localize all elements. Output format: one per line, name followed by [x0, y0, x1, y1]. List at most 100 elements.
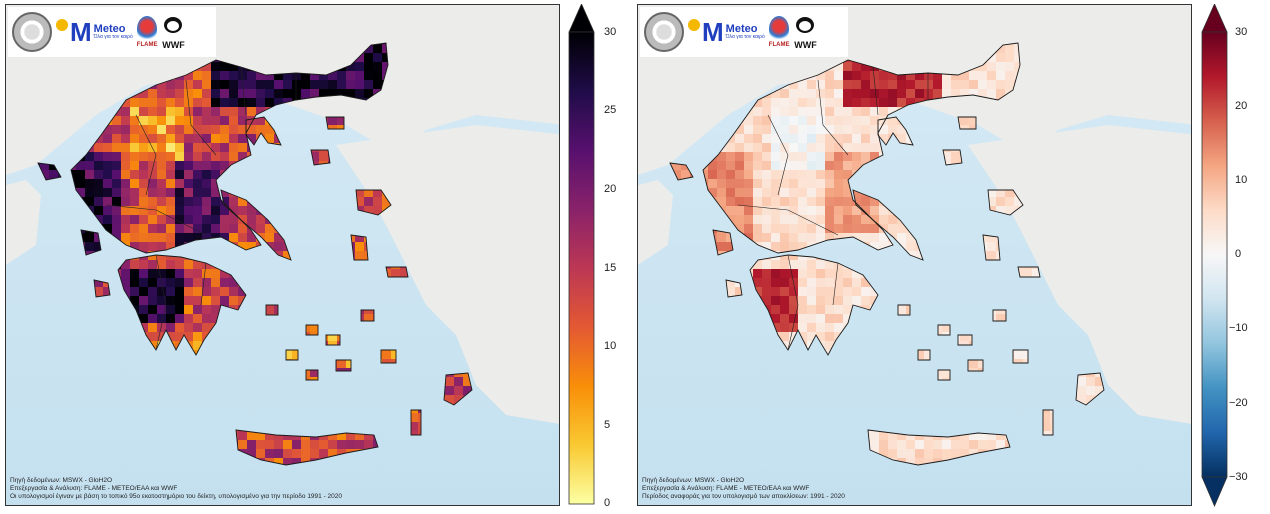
- grid-cell: [94, 197, 104, 207]
- grid-cell: [771, 215, 781, 225]
- grid-cell: [717, 161, 727, 171]
- grid-cell: [987, 71, 997, 81]
- grid-cell: [184, 116, 194, 126]
- grid-cell: [825, 278, 835, 288]
- grid-cell: [789, 170, 799, 180]
- grid-cell: [879, 107, 889, 117]
- grid-cell: [735, 188, 745, 198]
- grid-cell: [771, 152, 781, 162]
- wwf-label: WWF: [162, 41, 185, 50]
- flame-icon: [137, 16, 157, 42]
- grid-cell: [202, 224, 212, 234]
- grid-cell: [843, 215, 853, 225]
- grid-cell: [834, 107, 844, 117]
- grid-cell: [355, 80, 365, 90]
- grid-cell: [789, 125, 799, 135]
- grid-cell: [906, 242, 916, 252]
- grid-cell: [1086, 377, 1096, 387]
- grid-cell: [888, 98, 898, 108]
- grid-cell: [825, 206, 835, 216]
- grid-cell: [193, 332, 203, 342]
- grid-cell: [807, 152, 817, 162]
- grid-cell: [771, 170, 781, 180]
- grid-cell: [771, 242, 781, 252]
- grid-cell: [175, 98, 185, 108]
- grid-cell: [202, 116, 212, 126]
- grid-cell: [121, 116, 131, 126]
- grid-cell: [283, 440, 293, 450]
- grid-cell: [121, 152, 131, 162]
- grid-cell: [211, 152, 221, 162]
- grid-cell: [996, 62, 1006, 72]
- source-text: Πηγή δεδομένων: MSWX - GloH2O Επεξεργασί…: [10, 477, 342, 501]
- grid-cell: [112, 179, 122, 189]
- grid-cell: [744, 215, 754, 225]
- grid-cell: [825, 107, 835, 117]
- grid-cell: [193, 188, 203, 198]
- grid-cell: [229, 134, 239, 144]
- meteo-sub: Όλα για τον καιρό: [94, 35, 133, 40]
- grid-cell: [454, 377, 464, 387]
- map-canvas-right: [638, 5, 1191, 505]
- grid-cell: [148, 98, 158, 108]
- grid-cell: [130, 152, 140, 162]
- grid-cell: [166, 278, 176, 288]
- grid-cell: [238, 143, 248, 153]
- grid-cell: [202, 170, 212, 180]
- grid-cell: [157, 233, 167, 243]
- grid-cell: [193, 269, 203, 279]
- grid-cell: [717, 242, 727, 252]
- grid-cell: [175, 107, 185, 117]
- grid-cell: [807, 125, 817, 135]
- grid-cell: [139, 125, 149, 135]
- grid-cell: [771, 287, 781, 297]
- grid-cell: [157, 125, 167, 135]
- grid-cell: [238, 98, 248, 108]
- grid-cell: [85, 242, 95, 252]
- grid-cell: [771, 269, 781, 279]
- grid-cell: [771, 134, 781, 144]
- grid-cell: [780, 197, 790, 207]
- grid-cell: [735, 179, 745, 189]
- grid-cell: [301, 449, 311, 459]
- grid-cell: [834, 188, 844, 198]
- grid-cell: [789, 134, 799, 144]
- grid-cell: [229, 116, 239, 126]
- grid-cell: [220, 224, 230, 234]
- grid-cell: [771, 125, 781, 135]
- grid-cell: [265, 449, 275, 459]
- grid-cell: [175, 125, 185, 135]
- grid-cell: [202, 107, 212, 117]
- grid-cell: [852, 89, 862, 99]
- grid-cell: [843, 287, 853, 297]
- grid-cell: [220, 152, 230, 162]
- grid-cell: [843, 107, 853, 117]
- grid-cell: [229, 233, 239, 243]
- grid-cell: [166, 152, 176, 162]
- grid-cell: [807, 278, 817, 288]
- grid-cell: [355, 89, 365, 99]
- grid-cell: [933, 449, 943, 459]
- grid-cell: [942, 440, 952, 450]
- grid-cell: [762, 143, 772, 153]
- grid-cell: [735, 206, 745, 216]
- grid-cell: [274, 440, 284, 450]
- grid-cell: [789, 197, 799, 207]
- grid-cell: [166, 233, 176, 243]
- grid-cell: [193, 179, 203, 189]
- grid-cell: [373, 197, 383, 207]
- grid-cell: [166, 161, 176, 171]
- grid-cell: [166, 125, 176, 135]
- grid-cell: [193, 206, 203, 216]
- grid-cell: [112, 134, 122, 144]
- grid-cell: [148, 323, 158, 333]
- grid-cell: [807, 89, 817, 99]
- grid-cell: [112, 161, 122, 171]
- grid-cell: [735, 152, 745, 162]
- grid-cell: [798, 323, 808, 333]
- grid-cell: [807, 287, 817, 297]
- grid-cell: [933, 440, 943, 450]
- grid-cell: [139, 242, 149, 252]
- grid-cell: [184, 80, 194, 90]
- grid-cell: [807, 197, 817, 207]
